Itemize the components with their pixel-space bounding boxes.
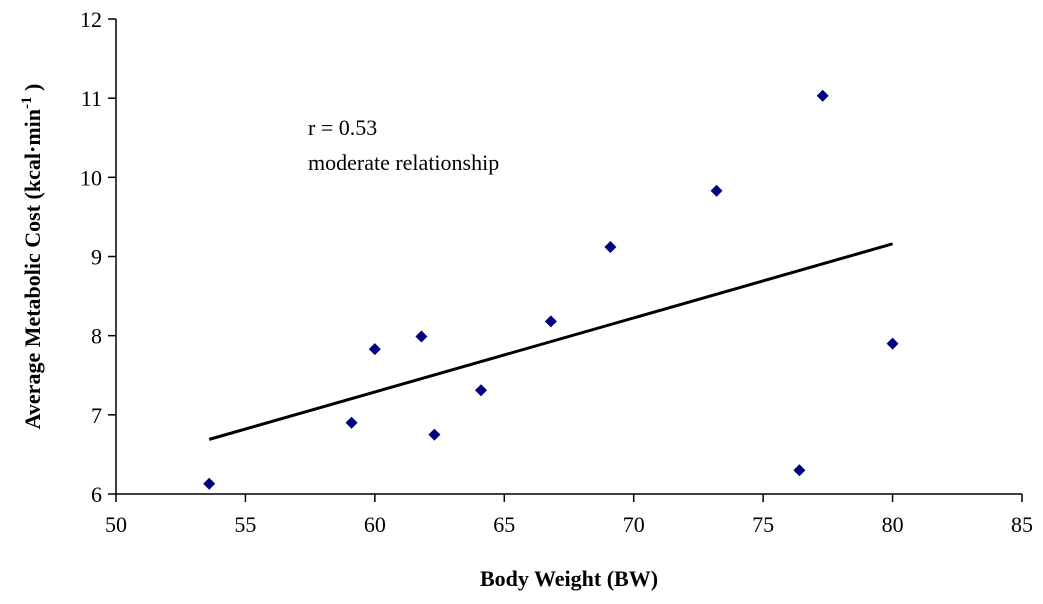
data-point-diamond [710,184,723,197]
y-axis-title-tail: ) [20,84,45,97]
axes [115,19,1022,495]
x-tick-label: 55 [234,512,256,537]
data-point-diamond [474,384,487,397]
x-tick-label: 75 [752,512,774,537]
data-point-diamond [428,428,441,441]
data-point-diamond [368,343,381,356]
data-point-diamond [793,464,806,477]
data-point-diamond [415,330,428,343]
data-point-diamond [604,241,617,253]
data-point-diamond [544,315,557,328]
ticks: 6 7 8 9 10 11 12 50 55 60 65 70 75 80 85 [80,7,1033,537]
trendline [208,242,893,441]
data-point-diamond [886,337,899,350]
x-tick-label: 65 [493,512,515,537]
x-tick-label: 60 [364,512,386,537]
y-tick-label: 11 [81,86,102,111]
trendline-layer [208,242,893,441]
data-point-diamond [203,477,216,490]
y-tick-label: 6 [91,482,102,507]
x-tick-label: 70 [623,512,645,537]
x-axis-title: Body Weight (BW) [480,566,658,591]
data-point-diamond [345,416,358,429]
annotation-r-value: r = 0.53 [308,115,377,140]
y-tick-label: 10 [80,165,102,190]
data-points [203,89,899,490]
data-point-diamond [816,89,829,102]
x-tick-label: 85 [1011,512,1033,537]
x-tick-label: 80 [882,512,904,537]
y-tick-label: 9 [91,245,102,270]
y-tick-label: 7 [91,403,102,428]
y-axis-title: Average Metabolic Cost (kcal·min-1 ) [19,84,45,430]
y-axis-title-superscript: -1 [19,96,35,109]
annotation-relationship: moderate relationship [308,150,499,175]
y-tick-label: 12 [80,7,102,32]
y-axis-title-main: Average Metabolic Cost (kcal·min [20,109,45,429]
x-tick-label: 50 [105,512,127,537]
y-tick-label: 8 [91,324,102,349]
